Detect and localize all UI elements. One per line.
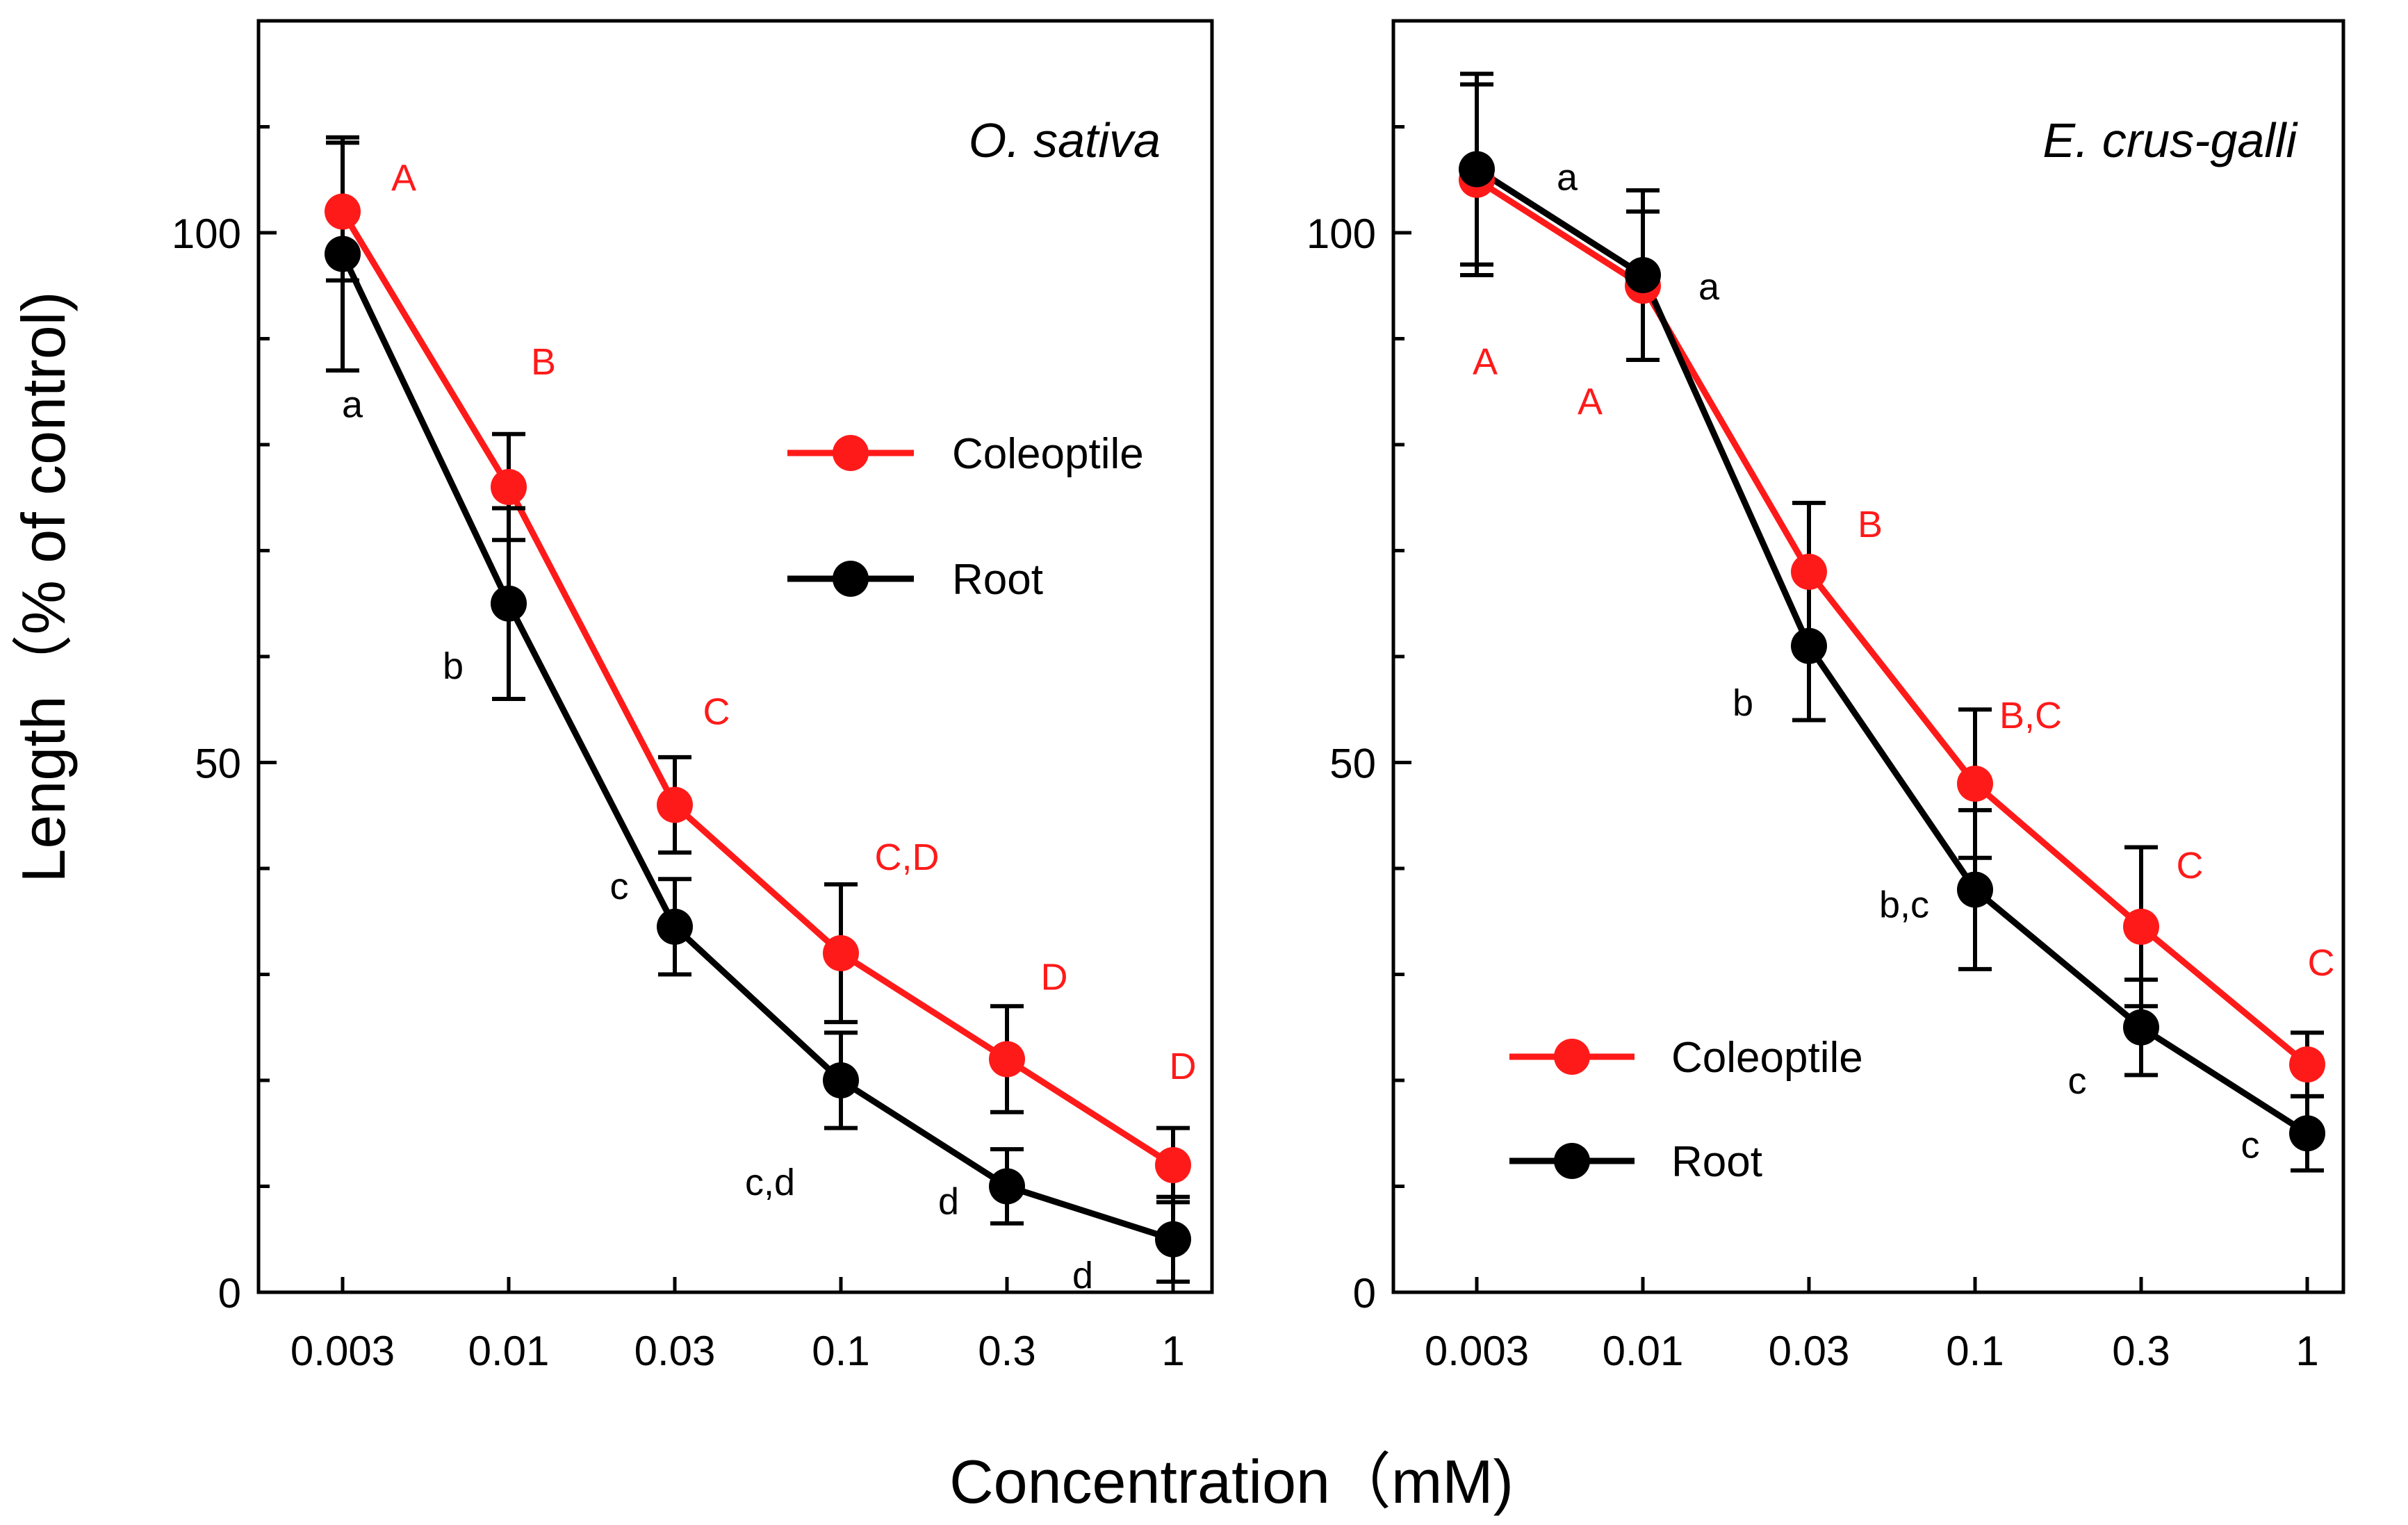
p2-legend-root-label: Root bbox=[1671, 1138, 1762, 1186]
p1-root-sig-label-3: c,d bbox=[745, 1162, 795, 1203]
p2-root-point-0 bbox=[1459, 151, 1495, 188]
p1-root-sig-label-4: d bbox=[938, 1181, 959, 1223]
p2-coleoptile-sig-label-0: A bbox=[1473, 341, 1498, 383]
p2-root-sig-label-3: b,c bbox=[1879, 884, 1929, 926]
p1-legend-root-label: Root bbox=[952, 556, 1043, 604]
p2-y-tick-label-0: 0 bbox=[1353, 1270, 1376, 1317]
p2-coleoptile-line bbox=[1475, 176, 2309, 1067]
p2-root-sig-label-4: c bbox=[2068, 1060, 2087, 1102]
p2-legend-coleoptile-marker bbox=[1554, 1039, 1590, 1075]
x-axis-label: Concentration（mM) bbox=[949, 1447, 1514, 1516]
p1-coleoptile-sig-label-3: C,D bbox=[875, 836, 940, 878]
p2-root-sig-label-0: a bbox=[1557, 157, 1578, 199]
p1-y-tick-label-100: 100 bbox=[172, 211, 241, 257]
p1-root-sig-label-0: a bbox=[342, 384, 363, 426]
p1-root-point-4 bbox=[989, 1168, 1025, 1205]
p1-y-tick-label-50: 50 bbox=[195, 741, 241, 787]
p1-legend-coleoptile-marker bbox=[833, 435, 869, 471]
p2-panel-title: E. crus-galli bbox=[2042, 113, 2298, 167]
p1-root-point-0 bbox=[325, 236, 361, 272]
p1-coleoptile-sig-label-1: B bbox=[531, 341, 556, 383]
p1-coleoptile-point-0 bbox=[325, 193, 361, 230]
panel-o-sativa: 0 50 100 0.003 0.01 0.03 0.1 0.3 1 O. sativa A B C C,… bbox=[172, 19, 1214, 1374]
p1-root-point-3 bbox=[823, 1062, 859, 1098]
p2-root-point-5 bbox=[2289, 1115, 2325, 1152]
p1-root-point-5 bbox=[1155, 1221, 1191, 1258]
p2-x-tick-label-0: 0.003 bbox=[1425, 1328, 1529, 1374]
p2-root-point-4 bbox=[2123, 1009, 2159, 1046]
p1-x-tick-label-5: 1 bbox=[1161, 1328, 1184, 1374]
p1-root-point-2 bbox=[657, 908, 693, 945]
p1-coleoptile-point-3 bbox=[823, 935, 859, 971]
p2-x-tick-label-5: 1 bbox=[2295, 1328, 2318, 1374]
p1-coleoptile-sig-label-2: C bbox=[703, 691, 730, 733]
p2-root-point-1 bbox=[1625, 257, 1661, 293]
p2-y-tick-label-100: 100 bbox=[1307, 211, 1376, 257]
p2-coleoptile-point-5 bbox=[2289, 1046, 2325, 1083]
p1-y-tick-label-0: 0 bbox=[218, 1270, 241, 1317]
p1-root-sig-label-1: b bbox=[443, 645, 464, 687]
p2-coleoptile-sig-label-5: C bbox=[2308, 942, 2335, 984]
p1-root-line bbox=[339, 252, 1174, 1243]
p1-coleoptile-point-2 bbox=[657, 786, 693, 823]
p1-x-tick-label-2: 0.03 bbox=[634, 1328, 716, 1374]
p1-panel-title: O. sativa bbox=[969, 113, 1161, 167]
p2-root-sig-label-2: b bbox=[1733, 682, 1753, 724]
p2-root-point-2 bbox=[1791, 627, 1827, 664]
p2-plot-frame bbox=[1391, 19, 2345, 1294]
p2-root-point-3 bbox=[1957, 871, 1993, 908]
p2-root-sig-label-1: a bbox=[1698, 266, 1720, 308]
p2-y-tick-label-50: 50 bbox=[1329, 741, 1376, 787]
p1-coleoptile-line bbox=[340, 210, 1175, 1168]
p1-coleoptile-point-1 bbox=[491, 469, 527, 505]
p2-coleoptile-sig-label-4: C bbox=[2177, 845, 2204, 887]
p1-root-sig-label-2: c bbox=[610, 866, 629, 907]
p1-root-sig-label-5: d bbox=[1072, 1255, 1093, 1296]
p2-legend-coleoptile-label: Coleoptile bbox=[1671, 1034, 1863, 1082]
p2-coleoptile-point-4 bbox=[2123, 908, 2159, 945]
p1-coleoptile-sig-label-4: D bbox=[1041, 957, 1068, 998]
panel-e-crus-galli: 0 50 100 0.003 0.01 0.03 0.1 0.3 1 E. crus-galli A… bbox=[1307, 19, 2345, 1374]
p2-coleoptile-sig-label-1: A bbox=[1578, 381, 1603, 422]
p2-coleoptile-point-3 bbox=[1957, 766, 1993, 802]
p2-coleoptile-sig-label-2: B bbox=[1858, 504, 1883, 545]
p1-x-tick-label-3: 0.1 bbox=[812, 1328, 869, 1374]
p1-coleoptile-sig-label-5: D bbox=[1170, 1046, 1197, 1087]
p1-x-tick-label-1: 0.01 bbox=[468, 1328, 550, 1374]
p2-root-line bbox=[1475, 166, 2309, 1137]
p2-root-sig-label-5: c bbox=[2241, 1124, 2260, 1166]
p1-coleoptile-point-4 bbox=[989, 1041, 1025, 1078]
p2-coleoptile-sig-label-3: B,C bbox=[1999, 695, 2062, 736]
y-axis-label: Length（% of control) bbox=[9, 291, 78, 882]
p2-x-tick-label-4: 0.3 bbox=[2112, 1328, 2170, 1374]
p2-coleoptile-point-2 bbox=[1791, 554, 1827, 590]
p1-coleoptile-sig-label-0: A bbox=[391, 158, 416, 199]
p1-root-point-1 bbox=[491, 585, 527, 622]
p1-legend-coleoptile-label: Coleoptile bbox=[952, 430, 1144, 478]
p2-x-tick-label-3: 0.1 bbox=[1946, 1328, 2004, 1374]
p2-x-tick-label-2: 0.03 bbox=[1769, 1328, 1850, 1374]
p1-x-tick-label-0: 0.003 bbox=[290, 1328, 395, 1374]
p2-x-tick-label-1: 0.01 bbox=[1603, 1328, 1684, 1374]
p2-legend-root-marker bbox=[1554, 1143, 1590, 1179]
p1-coleoptile-point-5 bbox=[1155, 1147, 1191, 1183]
p1-legend-root-marker bbox=[833, 561, 869, 597]
p1-x-tick-label-4: 0.3 bbox=[978, 1328, 1035, 1374]
